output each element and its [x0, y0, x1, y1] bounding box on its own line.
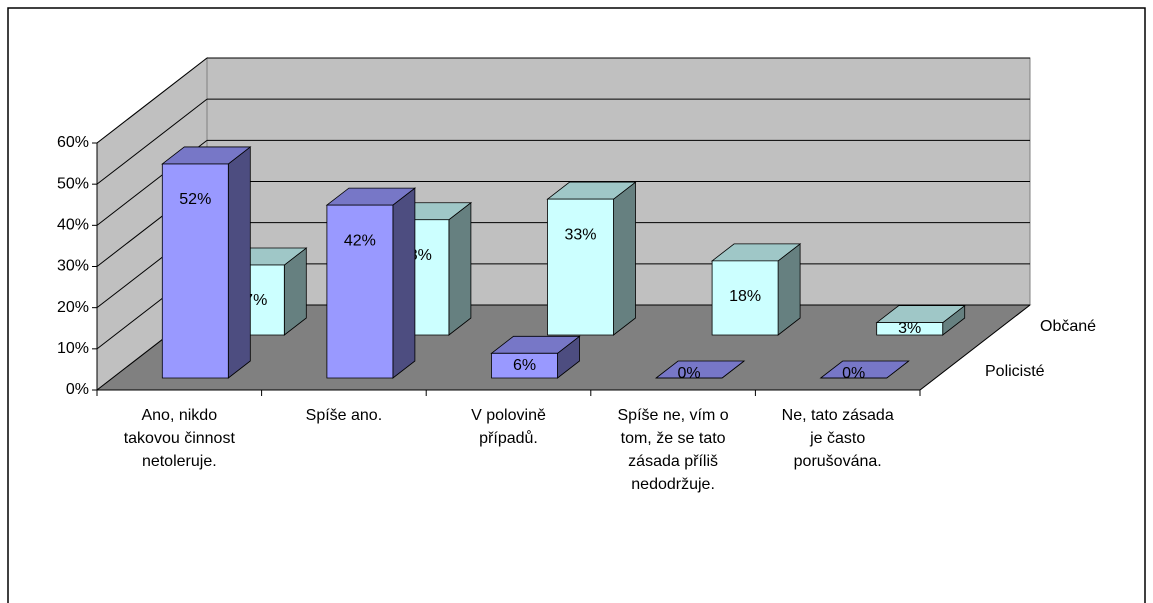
value-label: 18% — [729, 288, 761, 305]
bar — [546, 181, 637, 336]
y-tick-label: 60% — [57, 134, 89, 151]
bar-front — [491, 352, 558, 379]
value-label: 0% — [842, 365, 865, 382]
x-tick-label: Spíše ano. — [305, 407, 383, 424]
value-label: 42% — [344, 232, 376, 249]
depth-axis — [919, 304, 1031, 391]
x-tick-label: Spíše ne, vím o tom, že se tato zásada p… — [617, 407, 729, 493]
y-tick-label: 20% — [57, 299, 89, 316]
bar-front — [161, 163, 229, 379]
bar — [490, 335, 581, 379]
value-label: 33% — [564, 226, 596, 243]
value-label: 3% — [898, 320, 921, 337]
x-tick-label: V polovině případů. — [471, 407, 546, 447]
value-label: 52% — [179, 191, 211, 208]
depth-label: Občané — [1040, 318, 1096, 335]
y-tick-label: 30% — [57, 258, 89, 275]
bar — [710, 243, 802, 336]
y-tick-label: 40% — [57, 217, 89, 234]
value-label: 6% — [513, 357, 536, 374]
bar-front — [876, 322, 944, 336]
bar-side — [392, 187, 416, 379]
bar-side — [448, 201, 472, 336]
x-tick-label: Ne, tato zásada je často porušována. — [781, 407, 894, 470]
bar-side — [227, 146, 251, 379]
grid-line — [96, 98, 208, 185]
bar-front — [326, 204, 394, 379]
y-tick-label: 0% — [66, 381, 89, 398]
bar — [325, 187, 417, 379]
y-tick-label: 10% — [57, 340, 89, 357]
bar — [654, 360, 746, 379]
x-tick-label: Ano, nikdo takovou činnost netoleruje. — [123, 407, 235, 470]
bar — [875, 304, 966, 336]
bar — [819, 360, 910, 379]
value-label: 0% — [678, 365, 701, 382]
bar-front — [547, 198, 614, 336]
y-tick-label: 50% — [57, 175, 89, 192]
chart-frame — [7, 7, 1146, 603]
bar-side — [613, 181, 636, 336]
depth-label: Policisté — [985, 363, 1045, 380]
bar-front — [711, 260, 779, 336]
bar — [161, 146, 252, 379]
grid-line — [96, 57, 208, 144]
